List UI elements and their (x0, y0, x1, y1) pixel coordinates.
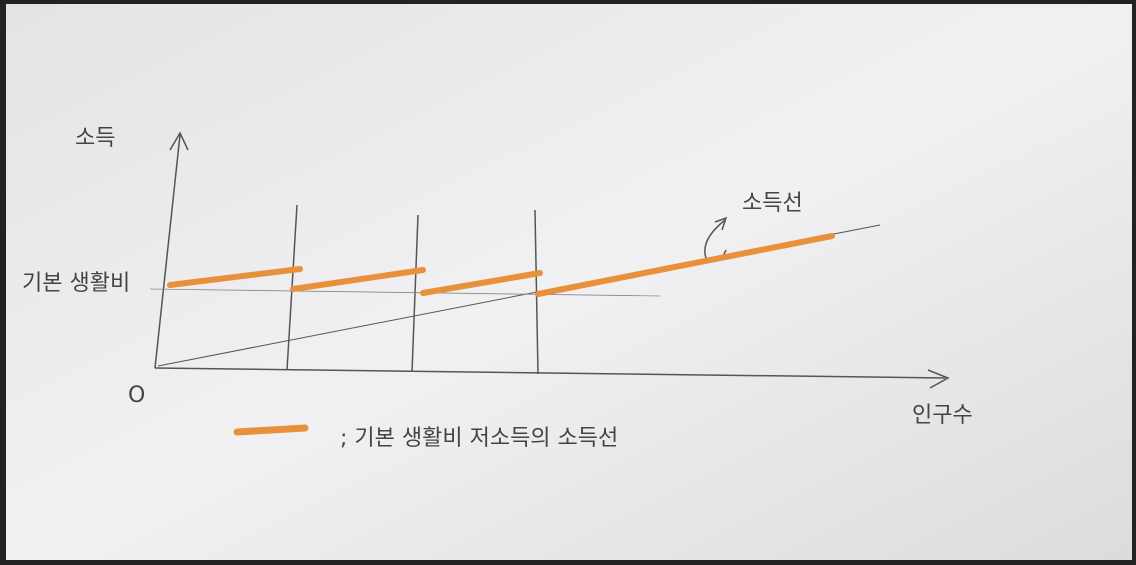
x-axis-label: 인구수 (912, 403, 973, 428)
segment (535, 233, 835, 297)
origin-label: O (128, 383, 145, 408)
segment (167, 266, 303, 288)
pointer-head (714, 216, 728, 231)
legend-text: ; 기본 생활비 저소득의 소득선 (340, 426, 618, 451)
basic-living-label: 기본 생활비 (22, 271, 130, 296)
y-arrow (169, 131, 189, 151)
living-cost-level (149, 288, 661, 297)
y-axis-label: 소득 (75, 126, 115, 151)
orange-lines (167, 233, 835, 436)
y-axis (154, 134, 181, 369)
legend-swatch (233, 424, 309, 436)
segment (290, 267, 426, 292)
divider (411, 214, 419, 373)
income-line-label: 소득선 (742, 191, 803, 216)
x-arrow (927, 369, 950, 389)
segment (420, 270, 543, 296)
